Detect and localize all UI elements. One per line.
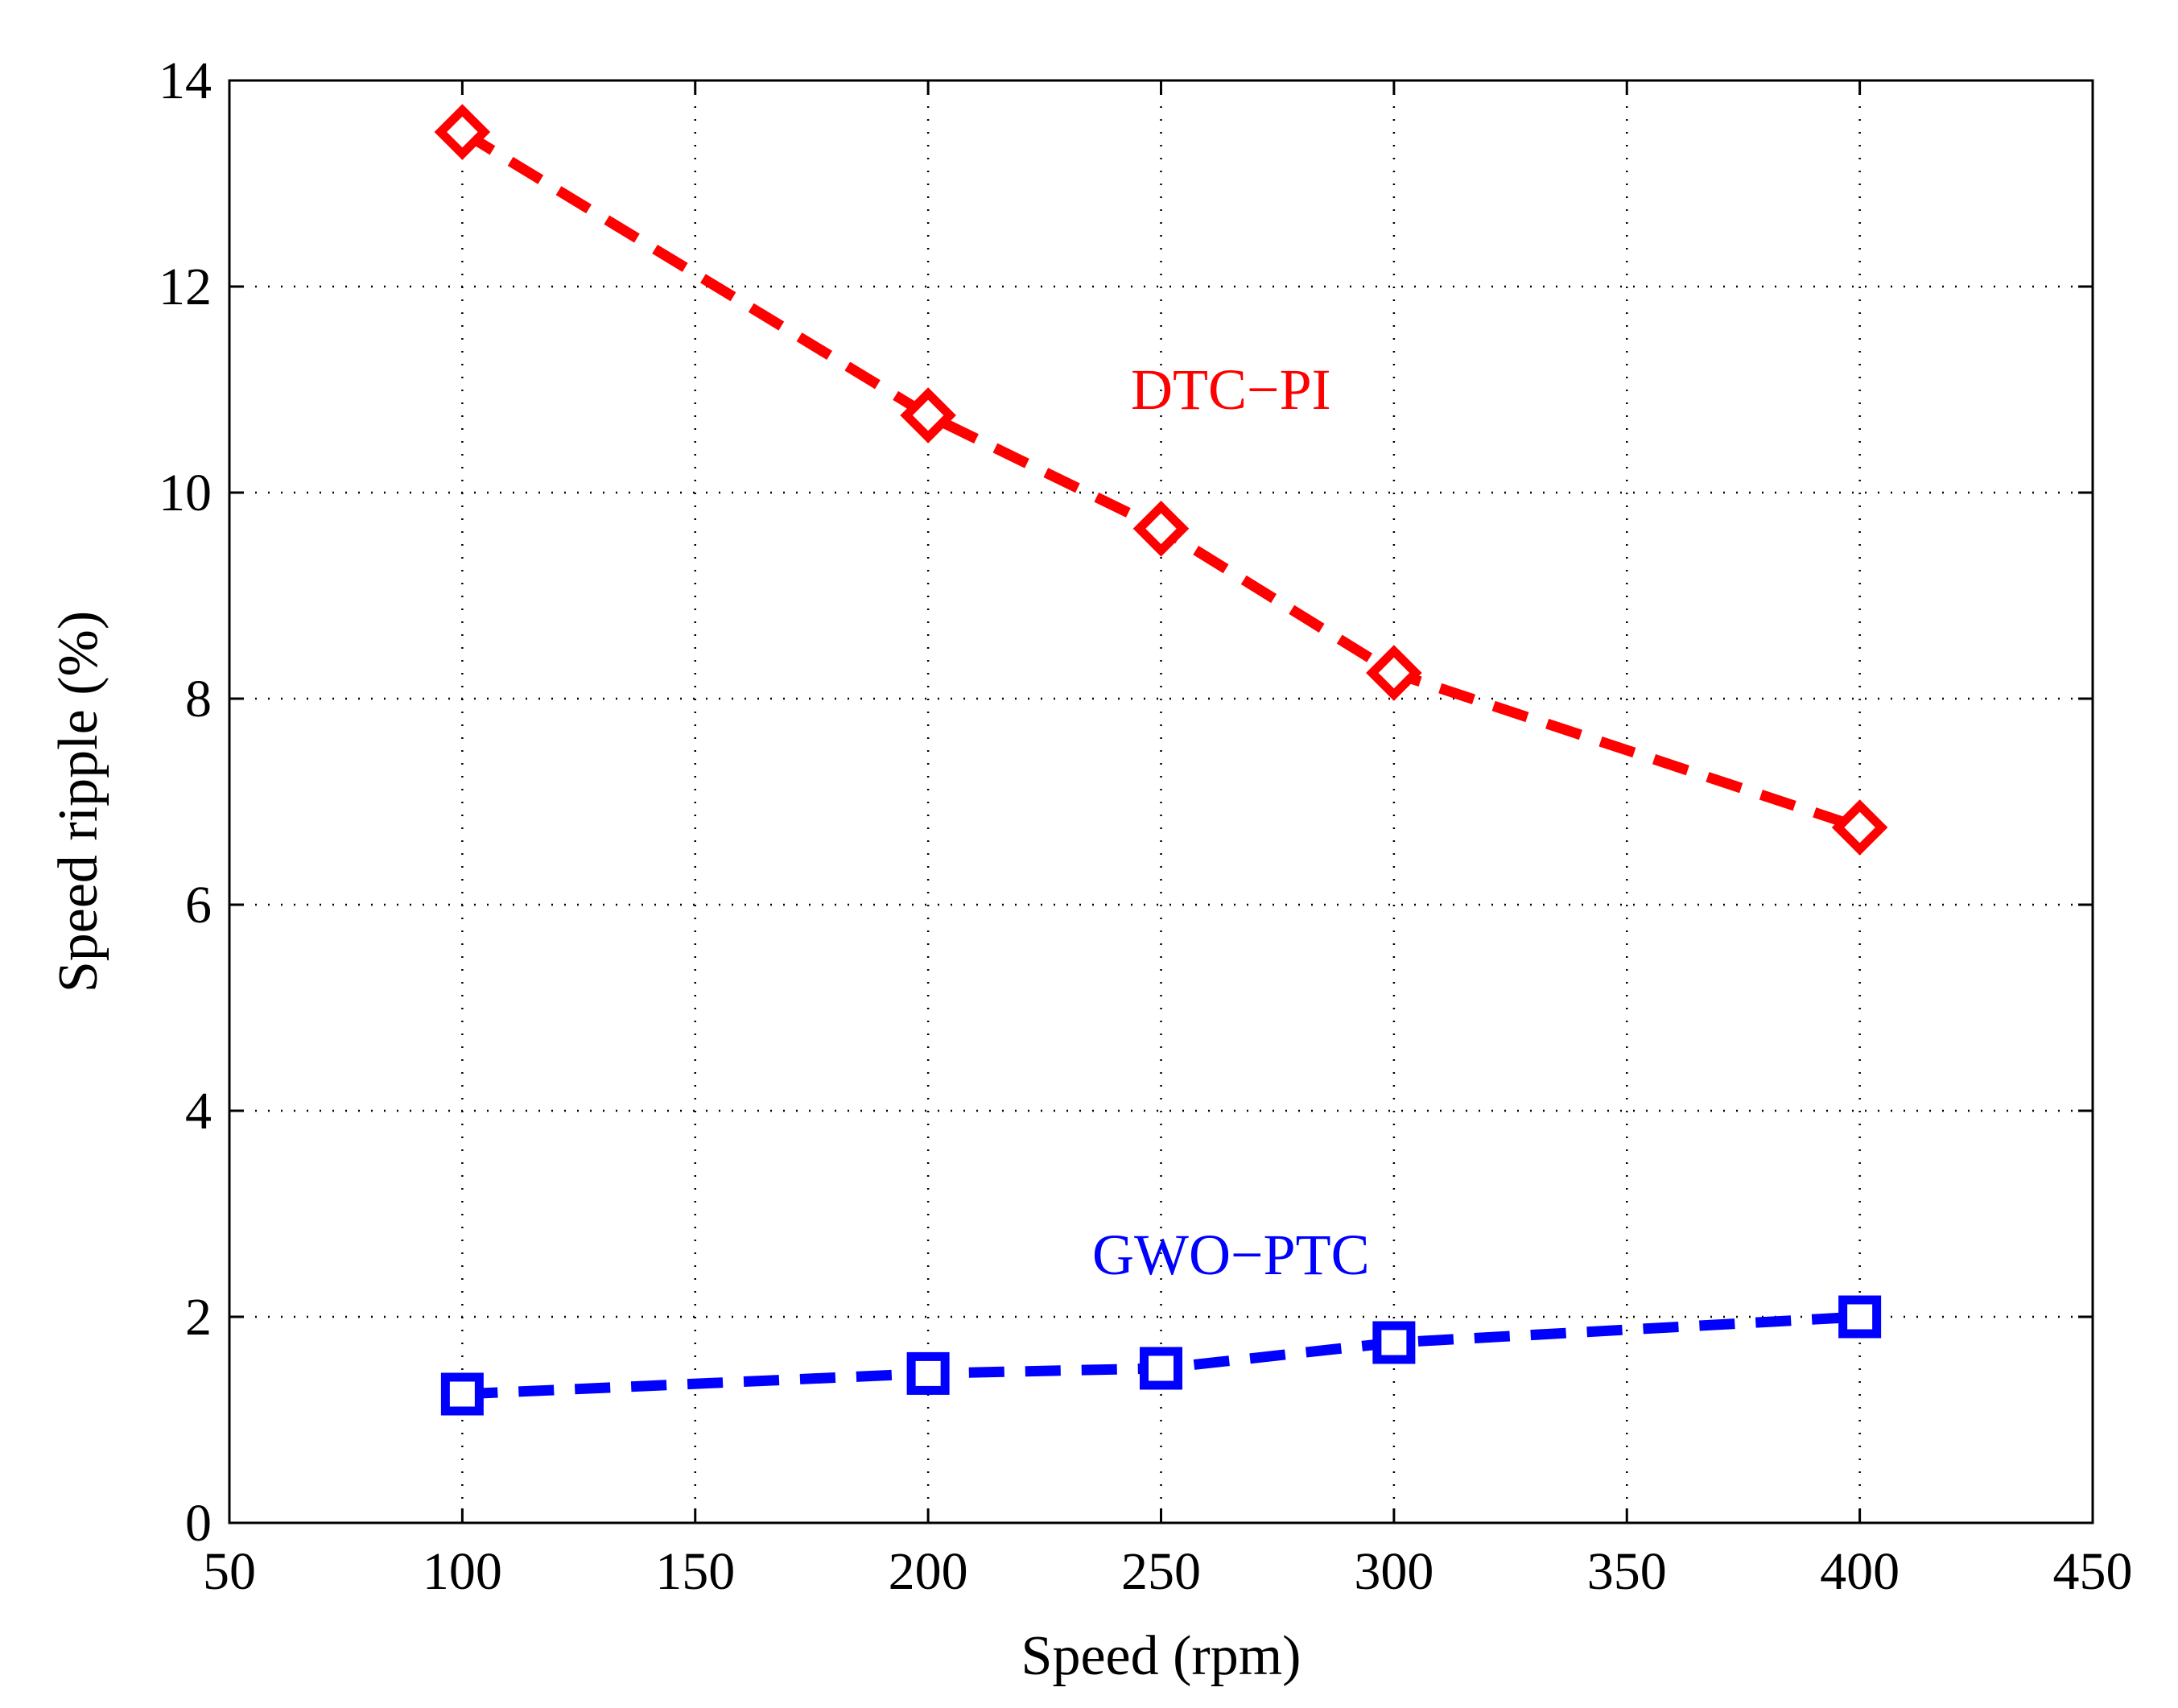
series-1: GWO−PTC — [440, 1223, 1882, 1416]
x-tick-label: 200 — [889, 1542, 968, 1601]
x-tick-label: 300 — [1354, 1542, 1433, 1601]
x-tick-label: 100 — [423, 1542, 502, 1601]
series-layer: DTC−PI GWO−PTC — [434, 104, 1888, 1416]
x-tick-label: 150 — [655, 1542, 735, 1601]
x-tick-label: 350 — [1587, 1542, 1667, 1601]
data-point — [1140, 1347, 1182, 1390]
x-axis-title: Speed (rpm) — [1021, 1625, 1301, 1687]
data-point — [900, 387, 956, 444]
data-point — [1372, 1321, 1416, 1364]
y-axis-title: Speed ripple (%) — [47, 611, 109, 992]
y-tick-label: 14 — [159, 52, 212, 110]
data-point — [1132, 501, 1190, 557]
y-tick-label: 0 — [185, 1494, 212, 1553]
data-point — [906, 1351, 950, 1395]
x-tick-label: 250 — [1121, 1542, 1201, 1601]
data-point — [1838, 1295, 1882, 1339]
data-point — [1831, 799, 1888, 856]
y-tick-label: 4 — [185, 1082, 212, 1141]
y-tick-label: 8 — [185, 670, 212, 728]
data-point — [1366, 645, 1422, 701]
series-label: DTC−PI — [1131, 357, 1331, 422]
tick-labels: 50 100 150 200 250 300 350 400 450 0 2 4 6 8 10 12 14 — [159, 52, 2133, 1601]
y-tick-label: 6 — [185, 876, 212, 934]
grid — [229, 80, 2093, 1523]
series-label: GWO−PTC — [1092, 1223, 1370, 1287]
data-point — [434, 104, 491, 160]
x-tick-label: 50 — [203, 1542, 256, 1601]
y-tick-label: 2 — [185, 1288, 212, 1347]
x-tick-label: 400 — [1820, 1542, 1900, 1601]
x-tick-label: 450 — [2053, 1542, 2133, 1601]
series-0: DTC−PI — [434, 104, 1888, 856]
ticks — [228, 79, 2094, 1524]
data-point — [440, 1372, 484, 1416]
y-tick-label: 10 — [159, 464, 212, 522]
y-tick-label: 12 — [159, 258, 212, 316]
